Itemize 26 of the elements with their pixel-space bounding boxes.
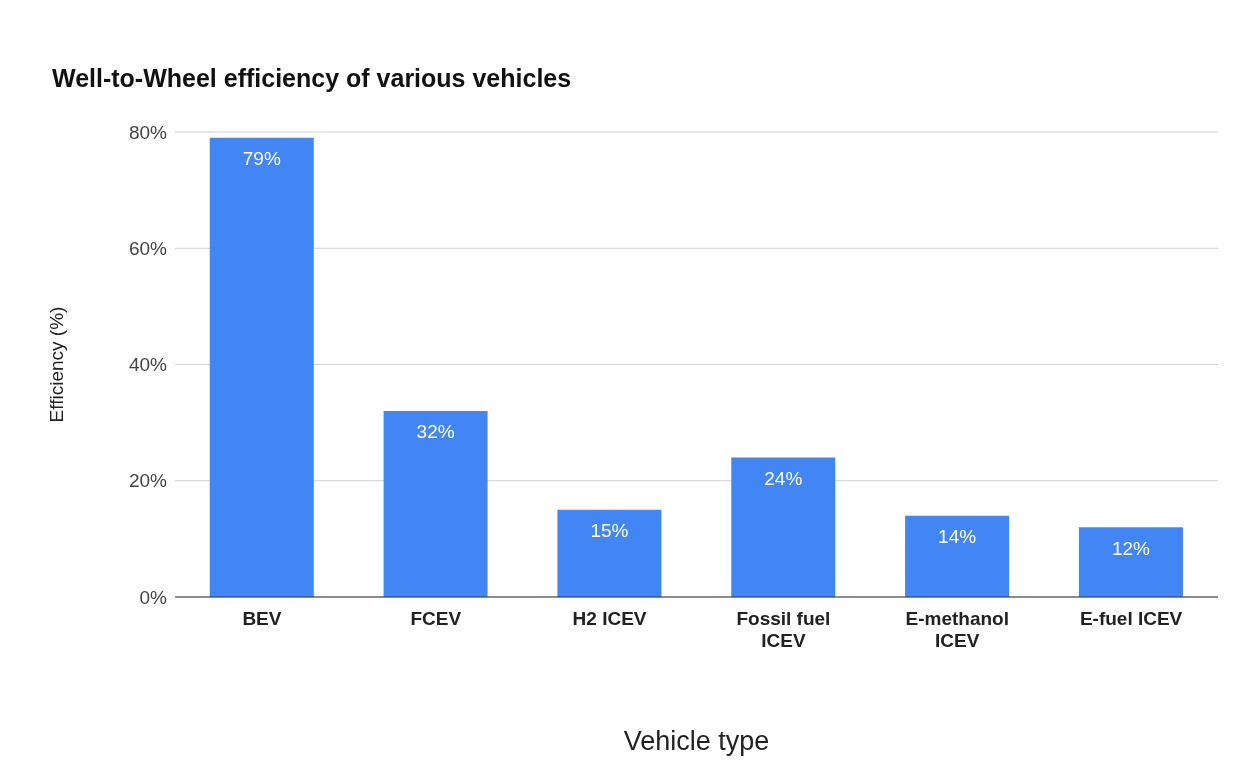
chart-title: Well-to-Wheel efficiency of various vehicles [52,64,572,93]
bar [209,137,314,597]
y-tick-label: 60% [128,237,168,259]
data-label: 79% [242,148,281,170]
bar [1078,527,1183,597]
y-tick-label: 0% [139,586,168,608]
bar [731,457,836,597]
y-tick-label: 80% [128,121,168,143]
data-label: 24% [764,467,803,489]
data-label: 15% [590,520,629,542]
x-tick-label: E-methanol ICEV [905,608,1009,651]
x-axis-title: Vehicle type [623,726,770,756]
x-tick-label: E-fuel ICEV [1079,608,1183,629]
x-tick-label: BEV [242,608,282,629]
y-axis-title: Efficiency (%) [45,306,67,423]
data-label: 14% [938,526,977,548]
y-tick-label: 40% [128,354,168,376]
bar [557,509,662,597]
y-tick-label: 20% [128,470,168,492]
data-label: 12% [1111,537,1151,559]
data-label: 32% [416,421,455,443]
x-tick-label: Fossil fuel ICEV [736,608,831,651]
x-tick-label: FCEV [410,608,462,629]
x-tick-label: H2 ICEV [572,608,647,629]
bar [383,411,488,597]
bar [905,515,1010,597]
